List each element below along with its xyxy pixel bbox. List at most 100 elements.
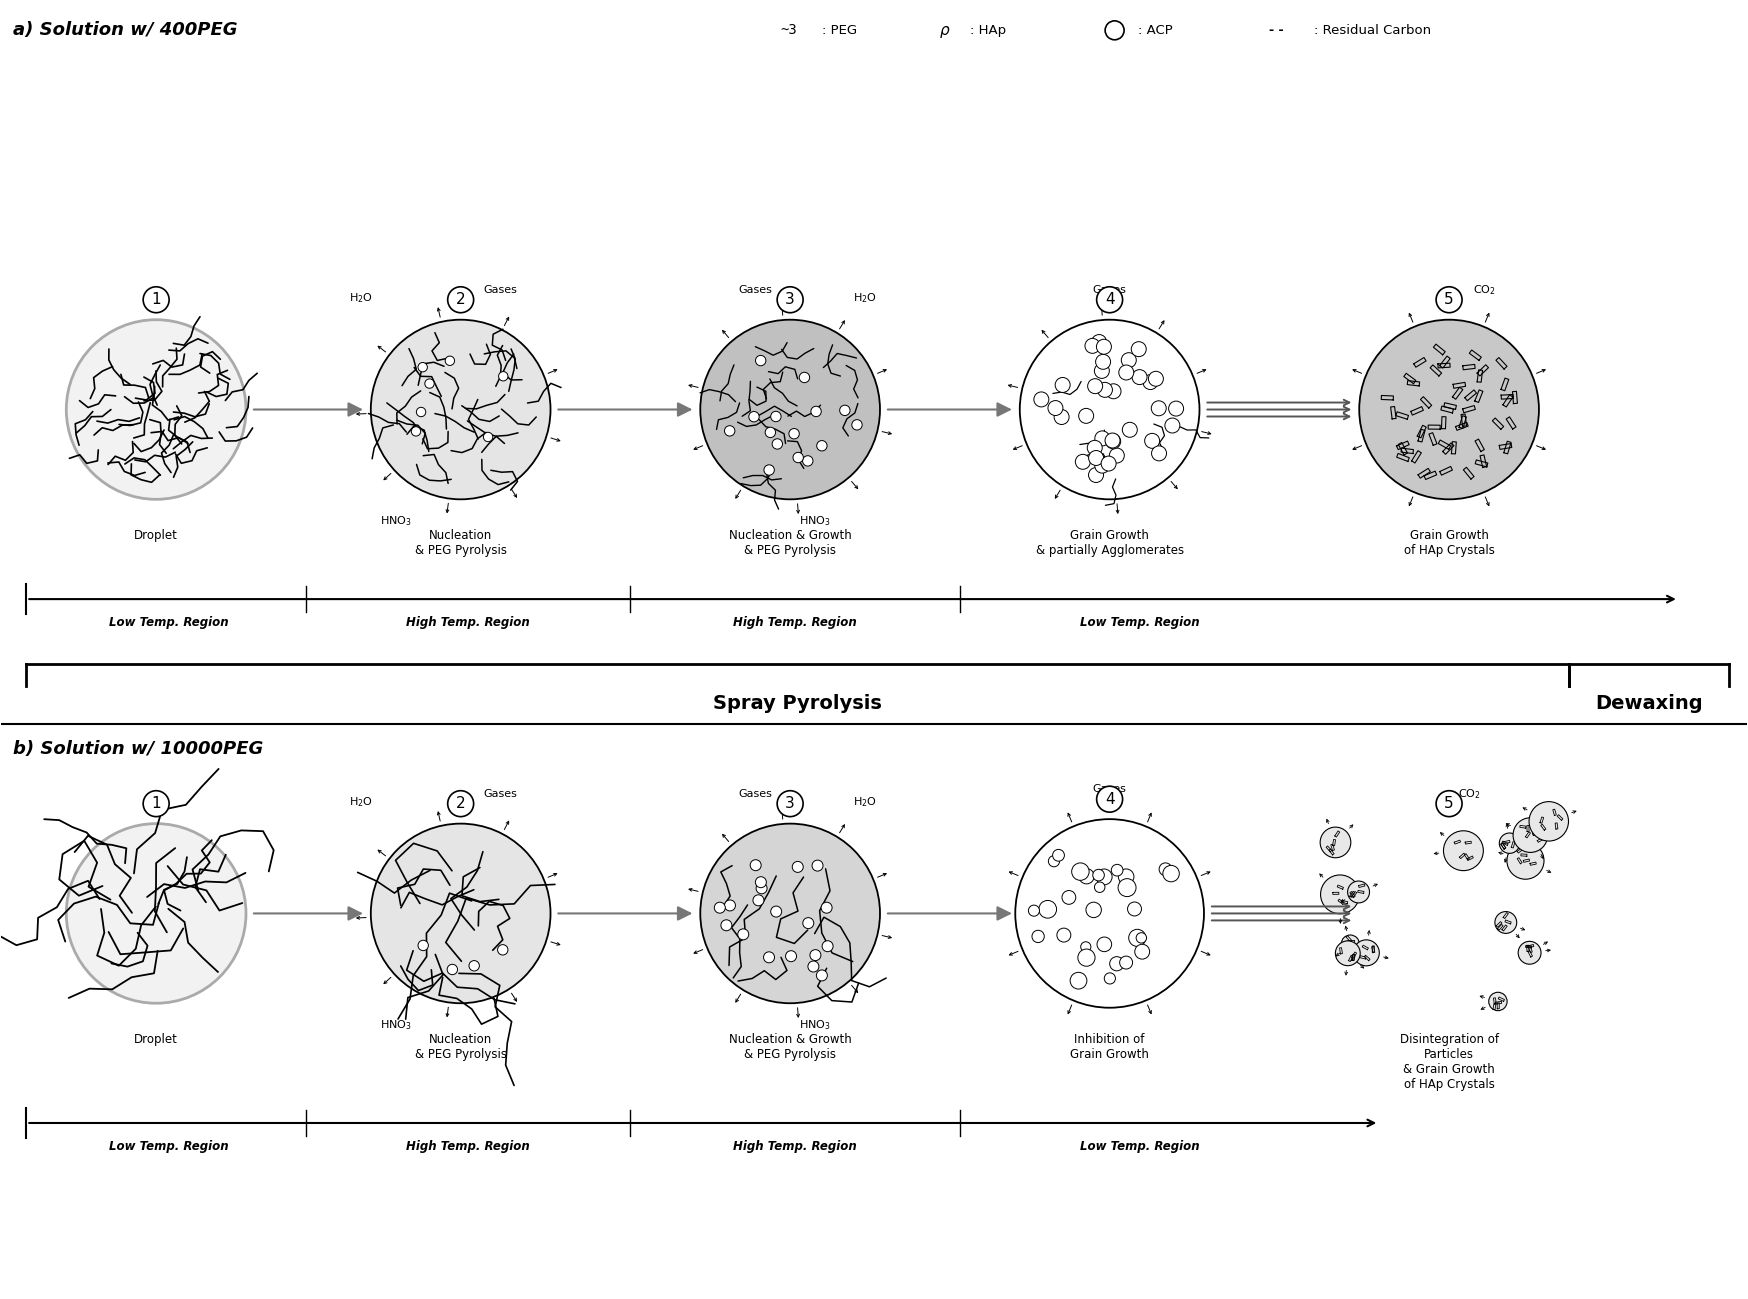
Circle shape bbox=[1092, 869, 1105, 881]
Text: Nucleation & Growth
& PEG Pyrolysis: Nucleation & Growth & PEG Pyrolysis bbox=[729, 529, 851, 557]
Circle shape bbox=[1120, 956, 1133, 969]
Circle shape bbox=[839, 405, 850, 416]
Text: Nucleation
& PEG Pyrolysis: Nucleation & PEG Pyrolysis bbox=[414, 1033, 507, 1061]
Circle shape bbox=[788, 429, 799, 439]
Text: Low Temp. Region: Low Temp. Region bbox=[1080, 1141, 1199, 1154]
Text: Nucleation & Growth
& PEG Pyrolysis: Nucleation & Growth & PEG Pyrolysis bbox=[729, 1033, 851, 1061]
Text: Gases: Gases bbox=[1092, 785, 1126, 794]
Circle shape bbox=[1145, 434, 1159, 448]
Circle shape bbox=[66, 824, 246, 1003]
Circle shape bbox=[1096, 355, 1110, 369]
Circle shape bbox=[1106, 383, 1120, 399]
Text: Low Temp. Region: Low Temp. Region bbox=[108, 616, 229, 629]
Text: Low Temp. Region: Low Temp. Region bbox=[1080, 616, 1199, 629]
Circle shape bbox=[766, 427, 776, 438]
Circle shape bbox=[143, 287, 170, 313]
Circle shape bbox=[1096, 869, 1112, 885]
Text: 2: 2 bbox=[456, 292, 465, 308]
Circle shape bbox=[1098, 382, 1112, 397]
Circle shape bbox=[701, 320, 879, 499]
Circle shape bbox=[1105, 973, 1115, 985]
Circle shape bbox=[1094, 882, 1105, 892]
Text: : Residual Carbon: : Residual Carbon bbox=[1314, 23, 1432, 36]
Circle shape bbox=[755, 877, 766, 887]
Text: Inhibition of
Grain Growth: Inhibition of Grain Growth bbox=[1070, 1033, 1148, 1061]
Circle shape bbox=[816, 970, 827, 981]
Text: 2: 2 bbox=[456, 796, 465, 811]
Circle shape bbox=[778, 791, 802, 817]
Circle shape bbox=[771, 412, 781, 422]
Circle shape bbox=[778, 287, 802, 313]
Text: Droplet: Droplet bbox=[135, 1033, 178, 1046]
Text: 5: 5 bbox=[1444, 796, 1454, 811]
Circle shape bbox=[1444, 831, 1484, 870]
Circle shape bbox=[1127, 902, 1141, 916]
Text: H$_2$O: H$_2$O bbox=[853, 795, 877, 808]
Circle shape bbox=[1119, 878, 1136, 896]
Circle shape bbox=[1101, 456, 1117, 472]
Circle shape bbox=[811, 407, 822, 417]
Circle shape bbox=[813, 860, 823, 872]
Circle shape bbox=[1086, 338, 1099, 353]
Text: Gases: Gases bbox=[484, 284, 517, 295]
Circle shape bbox=[1096, 786, 1122, 812]
Circle shape bbox=[750, 860, 760, 870]
Text: High Temp. Region: High Temp. Region bbox=[406, 616, 530, 629]
Text: 4: 4 bbox=[1105, 292, 1115, 308]
Circle shape bbox=[1530, 801, 1568, 840]
Circle shape bbox=[1087, 440, 1103, 455]
Circle shape bbox=[1133, 370, 1147, 385]
Text: 5: 5 bbox=[1444, 292, 1454, 308]
Circle shape bbox=[724, 900, 736, 911]
Text: b) Solution w/ 10000PEG: b) Solution w/ 10000PEG bbox=[14, 740, 264, 757]
Circle shape bbox=[1072, 863, 1089, 881]
Text: : ACP: : ACP bbox=[1138, 23, 1173, 36]
Circle shape bbox=[1495, 912, 1517, 934]
Circle shape bbox=[1070, 973, 1087, 989]
Circle shape bbox=[724, 426, 734, 436]
Circle shape bbox=[1335, 940, 1360, 965]
Circle shape bbox=[1320, 876, 1360, 913]
Text: : PEG: : PEG bbox=[822, 23, 857, 36]
Circle shape bbox=[816, 440, 827, 451]
Circle shape bbox=[757, 883, 767, 894]
Circle shape bbox=[447, 287, 474, 313]
Text: Gases: Gases bbox=[484, 788, 517, 799]
Circle shape bbox=[764, 465, 774, 475]
Text: Low Temp. Region: Low Temp. Region bbox=[108, 1141, 229, 1154]
Circle shape bbox=[1148, 372, 1164, 386]
Circle shape bbox=[753, 895, 764, 905]
Circle shape bbox=[792, 861, 804, 873]
Circle shape bbox=[1500, 833, 1519, 853]
Circle shape bbox=[1507, 842, 1543, 879]
Circle shape bbox=[1320, 827, 1351, 857]
Circle shape bbox=[447, 791, 474, 817]
Circle shape bbox=[771, 907, 781, 917]
Circle shape bbox=[1152, 446, 1166, 461]
Circle shape bbox=[1096, 339, 1112, 355]
Circle shape bbox=[1033, 392, 1049, 407]
Text: HNO$_3$: HNO$_3$ bbox=[799, 1018, 830, 1033]
Circle shape bbox=[1152, 401, 1166, 416]
Circle shape bbox=[822, 940, 834, 952]
Text: : HAp: : HAp bbox=[970, 23, 1005, 36]
Circle shape bbox=[851, 420, 862, 430]
Circle shape bbox=[1159, 863, 1171, 876]
Text: High Temp. Region: High Temp. Region bbox=[732, 1141, 857, 1154]
Text: a) Solution w/ 400PEG: a) Solution w/ 400PEG bbox=[14, 21, 238, 39]
Circle shape bbox=[1079, 408, 1094, 423]
Circle shape bbox=[1028, 905, 1040, 916]
Circle shape bbox=[1120, 353, 1136, 368]
Text: CO$_2$: CO$_2$ bbox=[1472, 283, 1496, 296]
Text: 3: 3 bbox=[785, 796, 795, 811]
Circle shape bbox=[794, 452, 804, 462]
Circle shape bbox=[802, 456, 813, 466]
Circle shape bbox=[1016, 820, 1204, 1008]
Circle shape bbox=[764, 952, 774, 963]
Circle shape bbox=[1094, 364, 1110, 378]
Circle shape bbox=[822, 903, 832, 913]
Circle shape bbox=[1360, 320, 1538, 499]
Circle shape bbox=[1519, 942, 1542, 964]
Circle shape bbox=[411, 426, 421, 436]
Circle shape bbox=[738, 929, 748, 940]
